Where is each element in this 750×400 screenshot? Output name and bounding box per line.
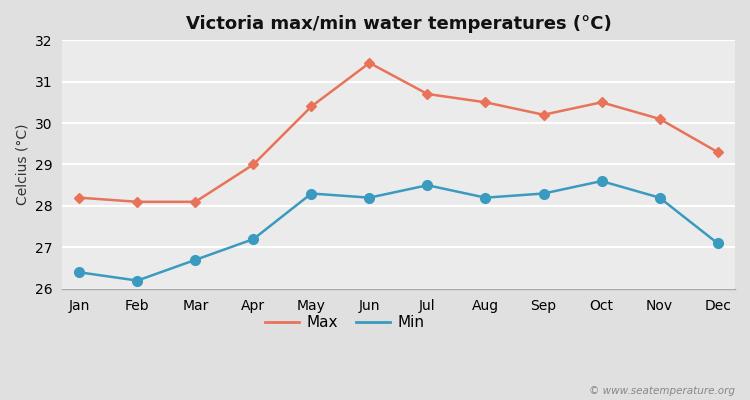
Text: © www.seatemperature.org: © www.seatemperature.org: [589, 386, 735, 396]
Y-axis label: Celcius (°C): Celcius (°C): [15, 124, 29, 205]
Title: Victoria max/min water temperatures (°C): Victoria max/min water temperatures (°C): [185, 15, 611, 33]
Legend: Max, Min: Max, Min: [259, 309, 430, 336]
